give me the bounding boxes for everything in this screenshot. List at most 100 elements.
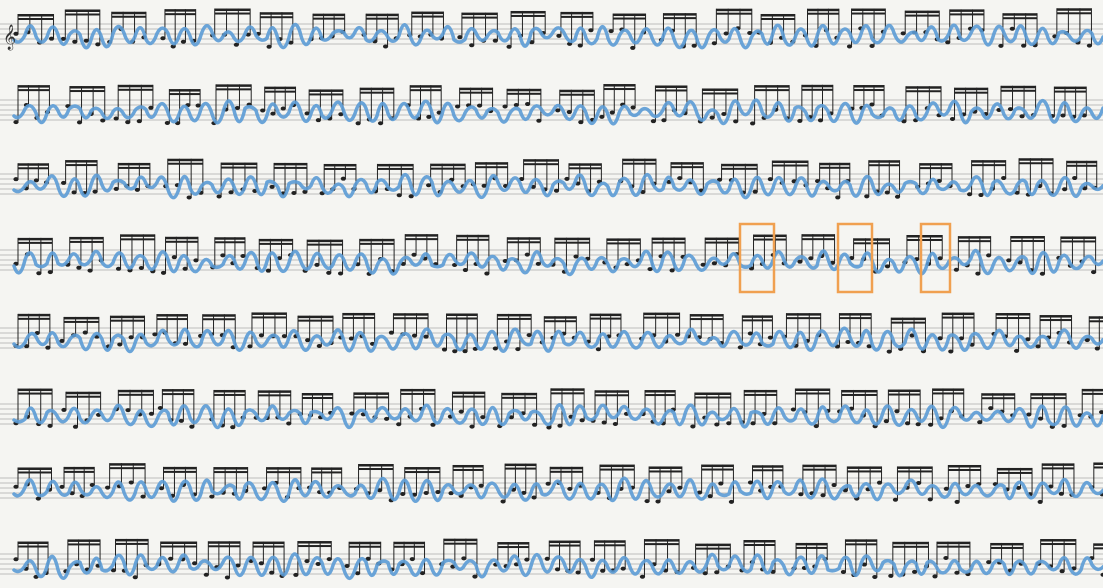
notehead [216,194,222,199]
notehead [304,559,310,564]
beam [214,12,251,15]
notehead [500,499,506,504]
beam [906,239,943,242]
beam [754,85,790,88]
notehead [355,571,361,576]
beam [847,466,882,469]
beam [649,466,682,469]
notehead [564,176,570,181]
beam [1056,8,1092,11]
beam [841,393,878,396]
beam [342,312,375,316]
notehead [697,490,703,495]
notehead [33,178,39,183]
notehead [286,421,292,426]
beam [695,543,731,547]
notehead [13,484,19,489]
beam [393,317,429,320]
notehead [492,38,498,43]
notehead [1084,338,1090,343]
beam [891,317,926,321]
notehead [224,575,231,580]
beam [1010,236,1045,239]
notehead [894,194,901,199]
beam [69,236,104,240]
notehead [911,569,918,574]
beam [705,241,739,244]
notehead [630,105,636,110]
beam [360,87,394,91]
beam [652,237,686,241]
notehead [949,117,956,122]
notehead [71,190,77,195]
beam [459,91,493,94]
notehead [1100,572,1103,577]
pitch-trace [12,22,1103,50]
beam [819,166,850,169]
beam [453,468,484,471]
notehead [525,102,531,107]
notehead [737,345,743,350]
beam [550,466,583,470]
beam [165,240,198,243]
beam [349,541,381,545]
beam [475,162,508,165]
beam [63,316,99,320]
beam [400,392,435,395]
notehead [478,483,484,488]
beam [905,10,940,14]
notehead [655,499,661,504]
notehead [340,176,346,181]
beam [405,234,438,237]
beam [324,163,356,167]
beam [446,317,478,320]
beam [716,12,752,15]
beam [65,13,100,16]
notehead [125,408,131,413]
notehead [861,562,867,567]
notehead [544,556,550,561]
beam [202,318,236,321]
notehead [937,336,943,341]
notehead [1062,187,1068,192]
beam [948,468,981,471]
notehead [355,121,361,126]
beam [309,93,343,96]
beam [446,313,478,316]
beam [497,542,529,545]
beam [671,162,704,165]
beam [949,9,984,12]
beam [851,12,886,15]
beam [954,87,988,91]
notehead [458,409,464,414]
beam [1060,236,1096,239]
beam [18,163,49,166]
notehead [711,41,717,46]
notehead [82,330,88,335]
beam [595,394,629,397]
notehead [644,499,650,504]
beam [891,321,926,324]
beam [297,545,332,548]
beam [511,10,546,14]
notehead [1039,271,1046,276]
beam [599,464,635,468]
notehead [182,266,188,271]
beam [358,468,394,471]
beam [18,241,53,244]
beam [868,164,900,167]
beam [18,467,52,470]
notehead [95,42,101,47]
notehead [132,575,138,580]
notehead [674,332,681,337]
beam [649,470,682,473]
notehead [1086,43,1093,48]
beam [359,242,395,245]
beam [853,89,885,92]
notehead [337,271,344,276]
notehead [209,494,215,499]
notehead [288,40,294,45]
beam [1060,240,1096,243]
beam [497,546,529,549]
notehead [869,44,875,49]
